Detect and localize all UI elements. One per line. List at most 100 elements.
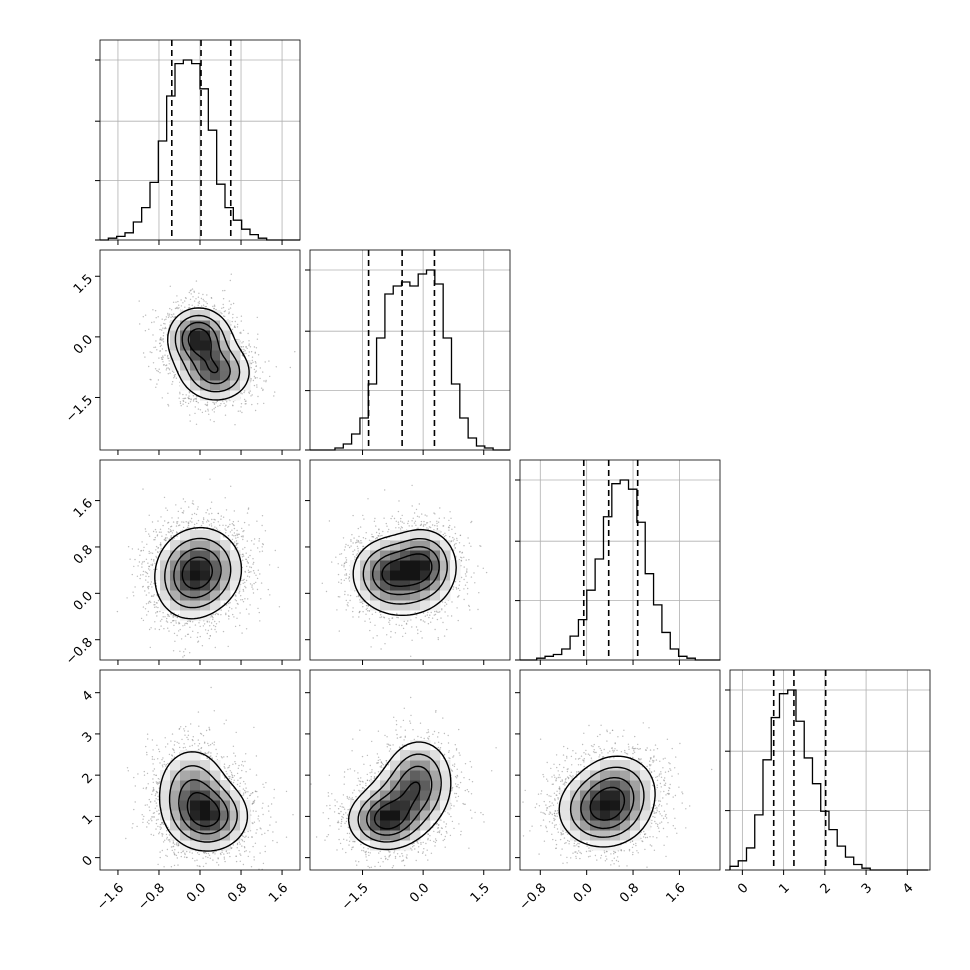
sample-point — [143, 774, 146, 776]
sample-point — [556, 815, 558, 817]
sample-point — [173, 756, 176, 758]
sample-point — [660, 786, 662, 788]
sample-point — [166, 367, 168, 369]
sample-point — [144, 608, 147, 610]
density-cell — [400, 600, 411, 611]
sample-point — [561, 848, 563, 850]
sample-point — [650, 764, 652, 766]
sample-point — [587, 753, 590, 755]
sample-point — [457, 795, 460, 798]
density-cell — [370, 800, 381, 811]
sample-point — [172, 650, 175, 652]
sample-point — [238, 841, 240, 843]
sample-point — [237, 536, 239, 539]
density-cell — [420, 770, 431, 781]
sample-point — [662, 758, 664, 760]
sample-point — [223, 856, 225, 858]
sample-point — [161, 835, 163, 837]
histogram-panel-2 — [515, 459, 721, 661]
sample-point — [384, 855, 386, 858]
density-cell — [420, 820, 431, 831]
sample-point — [457, 587, 460, 590]
sample-point — [475, 793, 476, 794]
sample-point — [260, 582, 263, 584]
sample-point — [412, 729, 414, 731]
sample-point — [256, 588, 259, 591]
sample-point — [628, 746, 630, 748]
x-tick-label-0-0: −1.6 — [94, 881, 127, 914]
sample-point — [255, 574, 257, 576]
sample-point — [222, 306, 225, 309]
density-cell — [610, 760, 621, 771]
sample-point — [395, 520, 397, 522]
sample-point — [583, 758, 585, 760]
density-cell — [380, 560, 391, 571]
density-cell — [190, 760, 201, 771]
sample-point — [343, 838, 345, 840]
sample-point — [171, 315, 174, 318]
density-cell — [580, 830, 591, 841]
sample-point — [242, 863, 245, 866]
sample-point — [453, 545, 455, 547]
sample-point — [395, 623, 397, 626]
density-cell — [600, 810, 611, 821]
sample-point — [585, 850, 588, 853]
sample-point — [168, 630, 170, 632]
sample-point — [679, 742, 681, 745]
sample-point — [186, 623, 188, 625]
sample-point — [562, 830, 564, 832]
sample-point — [228, 765, 231, 767]
sample-point — [152, 763, 154, 765]
sample-point — [356, 539, 358, 541]
density-cell — [190, 780, 201, 791]
sample-point — [474, 811, 476, 814]
sample-point — [136, 575, 139, 577]
sample-point — [185, 401, 187, 404]
sample-point — [655, 812, 658, 814]
sample-point — [215, 748, 217, 751]
sample-point — [668, 762, 670, 764]
sample-point — [162, 841, 165, 843]
sample-point — [240, 315, 243, 317]
sample-point — [159, 542, 162, 544]
sample-point — [273, 788, 275, 791]
sample-point — [248, 355, 250, 357]
sample-point — [436, 823, 438, 825]
density-cell — [390, 560, 401, 571]
sample-point — [365, 782, 367, 784]
sample-point — [161, 759, 163, 761]
density-cell — [160, 800, 171, 811]
sample-point — [385, 522, 387, 525]
sample-point — [167, 522, 169, 524]
sample-point — [546, 807, 548, 809]
sample-point — [209, 625, 211, 627]
sample-point — [351, 797, 353, 799]
sample-point — [369, 772, 371, 774]
sample-point — [193, 512, 196, 515]
density-cell — [220, 370, 231, 381]
sample-point — [174, 740, 176, 743]
sample-point — [554, 798, 556, 800]
sample-point — [242, 346, 245, 348]
sample-point — [191, 744, 193, 747]
sample-point — [145, 558, 148, 560]
sample-point — [247, 562, 249, 564]
sample-point — [433, 730, 436, 733]
sample-point — [653, 760, 655, 762]
sample-point — [426, 849, 428, 851]
y-tick-label-1-2: 1.5 — [71, 272, 96, 297]
sample-point — [242, 329, 245, 331]
sample-point — [208, 637, 210, 640]
sample-point — [641, 766, 643, 768]
sample-point — [610, 853, 612, 855]
sample-point — [252, 570, 255, 572]
density-cell — [400, 790, 411, 801]
sample-point — [442, 525, 445, 527]
sample-point — [274, 391, 276, 393]
sample-point — [566, 757, 568, 759]
density-cell — [400, 560, 411, 571]
sample-point — [411, 843, 413, 845]
density-cell — [580, 800, 591, 811]
density-cell — [640, 800, 651, 811]
sample-point — [415, 508, 418, 511]
